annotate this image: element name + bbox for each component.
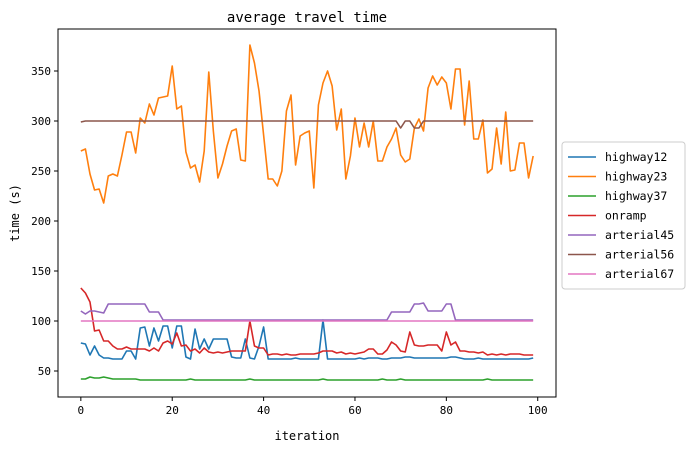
legend-label-highway12: highway12 bbox=[605, 150, 667, 164]
series-line-onramp bbox=[80, 287, 534, 356]
y-tick-label: 100 bbox=[31, 315, 51, 328]
series-line-arterial45 bbox=[80, 302, 534, 321]
y-tick-label: 50 bbox=[38, 365, 51, 378]
x-tick-label: 60 bbox=[348, 404, 361, 417]
x-tick-label: 40 bbox=[257, 404, 270, 417]
series-line-highway37 bbox=[80, 376, 534, 381]
chart-title: average travel time bbox=[227, 10, 387, 26]
x-axis-label: iteration bbox=[274, 429, 339, 443]
y-axis-label: time (s) bbox=[8, 184, 22, 242]
x-axis-ticks: 0 20 40 60 80 100 bbox=[78, 397, 548, 417]
y-tick-label: 150 bbox=[31, 265, 51, 278]
series-lines bbox=[80, 44, 534, 381]
plot-area bbox=[57, 28, 557, 398]
legend-label-highway23: highway23 bbox=[605, 170, 667, 184]
x-tick-label: 80 bbox=[440, 404, 453, 417]
x-tick-label: 0 bbox=[78, 404, 85, 417]
series-line-highway23 bbox=[80, 44, 534, 204]
y-tick-label: 200 bbox=[31, 215, 51, 228]
x-tick-label: 20 bbox=[166, 404, 179, 417]
legend-label-onramp: onramp bbox=[605, 209, 647, 223]
legend-label-arterial56: arterial56 bbox=[605, 248, 674, 262]
y-axis-ticks: 50 100 150 200 250 300 350 bbox=[31, 65, 58, 378]
legend-label-highway37: highway37 bbox=[605, 189, 667, 203]
x-tick-label: 100 bbox=[528, 404, 548, 417]
series-line-highway12 bbox=[80, 319, 534, 360]
legend-label-arterial45: arterial45 bbox=[605, 228, 674, 242]
y-tick-label: 300 bbox=[31, 115, 51, 128]
y-tick-label: 250 bbox=[31, 165, 51, 178]
legend-label-arterial67: arterial67 bbox=[605, 267, 674, 281]
series-line-arterial56 bbox=[80, 120, 534, 129]
y-tick-label: 350 bbox=[31, 65, 51, 78]
legend-box bbox=[561, 141, 686, 290]
legend: highway12 highway23 highway37 onramp arteria… bbox=[561, 141, 686, 290]
